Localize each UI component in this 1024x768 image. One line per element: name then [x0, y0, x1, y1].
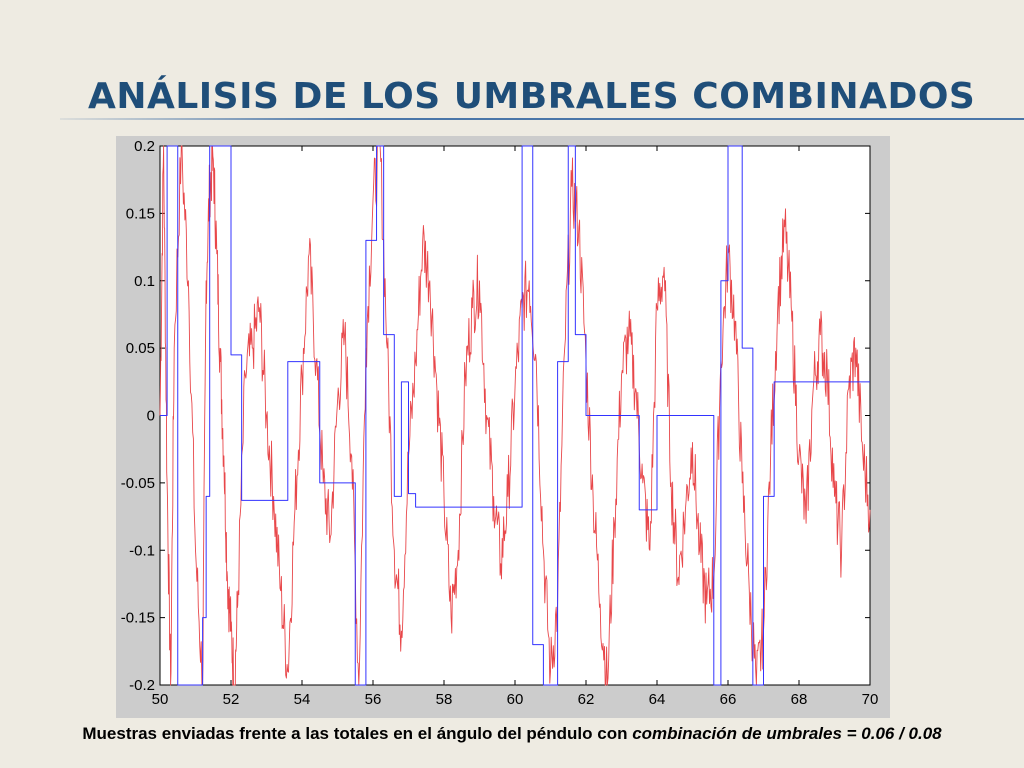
plot-series [159, 145, 871, 686]
y-tick-label: 0.05 [126, 340, 155, 357]
x-tick-label: 58 [436, 691, 453, 708]
y-tick-label: -0.15 [121, 610, 155, 627]
y-tick-label: 0 [147, 408, 155, 425]
sent-samples-series [160, 145, 870, 686]
caption-text: Muestras enviadas frente a las totales e… [82, 724, 633, 743]
plot-area [159, 145, 871, 686]
y-tick-label: 0.1 [134, 273, 155, 290]
x-tick-label: 56 [365, 691, 382, 708]
figure-caption: Muestras enviadas frente a las totales e… [0, 724, 1024, 744]
x-tick-label: 50 [152, 691, 169, 708]
tick-labels: 50 52 54 56 58 60 62 64 66 68 70 0.2 0.15 0.1 0.05 0 -0.… [121, 138, 879, 708]
x-tick-label: 66 [720, 691, 737, 708]
x-tick-label: 62 [578, 691, 595, 708]
x-tick-label: 70 [862, 691, 879, 708]
y-tick-label: -0.1 [129, 542, 155, 559]
x-tick-label: 68 [791, 691, 808, 708]
y-tick-label: 0.15 [126, 205, 155, 222]
title-underline [60, 118, 1024, 120]
x-tick-label: 60 [507, 691, 524, 708]
x-tick-label: 64 [649, 691, 666, 708]
caption-threshold-text: combinación de umbrales = 0.06 / 0.08 [632, 724, 942, 743]
y-tick-label: -0.05 [121, 475, 155, 492]
slide-title: ANÁLISIS DE LOS UMBRALES COMBINADOS [88, 76, 976, 117]
y-tick-label: -0.2 [129, 677, 155, 694]
y-tick-label: 0.2 [134, 138, 155, 155]
line-chart: 50 52 54 56 58 60 62 64 66 68 70 0.2 0.15 0.1 0.05 0 -0.… [121, 138, 879, 708]
pendulum-angle-series [159, 145, 871, 686]
x-tick-label: 54 [294, 691, 311, 708]
x-tick-label: 52 [223, 691, 240, 708]
